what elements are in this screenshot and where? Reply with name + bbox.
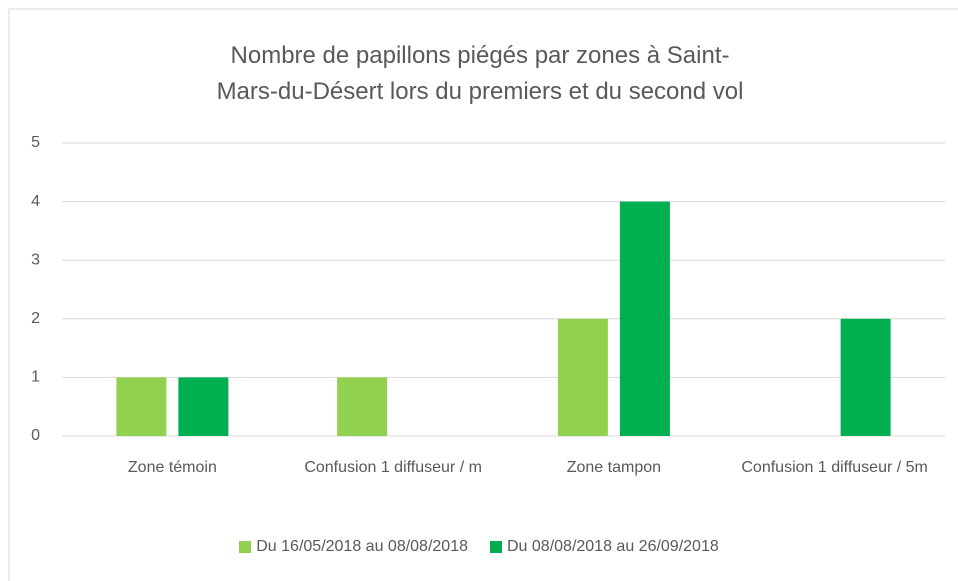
chart-title: Nombre de papillons piégés par zones à S… [216, 42, 744, 105]
bar [337, 377, 388, 436]
bar [178, 377, 229, 436]
legend-swatch [490, 541, 502, 553]
bar [840, 318, 891, 436]
x-tick-label: Confusion 1 diffuseur / m [304, 459, 482, 476]
y-tick-label: 3 [31, 251, 40, 268]
x-tick-label: Zone témoin [127, 459, 217, 476]
legend-item: Du 16/05/2018 au 08/08/2018 [239, 538, 468, 556]
bar [116, 377, 167, 436]
legend-swatch [239, 541, 252, 553]
legend-item: Du 08/08/2018 au 26/09/2018 [490, 538, 719, 556]
x-tick-label: Confusion 1 diffuseur / 5m [741, 459, 928, 476]
legend-label: Du 16/05/2018 au 08/08/2018 [256, 538, 468, 555]
legend-label: Du 08/08/2018 au 26/09/2018 [507, 538, 719, 555]
y-tick-label: 4 [31, 193, 40, 210]
y-tick-label: 0 [31, 427, 40, 444]
bar [557, 318, 608, 436]
legend: Du 16/05/2018 au 08/08/2018 Du 08/08/2018… [0, 538, 958, 556]
x-tick-label: Zone tampon [566, 459, 662, 476]
chart-border [8, 8, 958, 581]
y-tick-label: 2 [31, 310, 40, 327]
y-tick-label: 1 [31, 369, 40, 386]
bar [619, 201, 670, 436]
y-tick-label: 5 [31, 134, 40, 151]
